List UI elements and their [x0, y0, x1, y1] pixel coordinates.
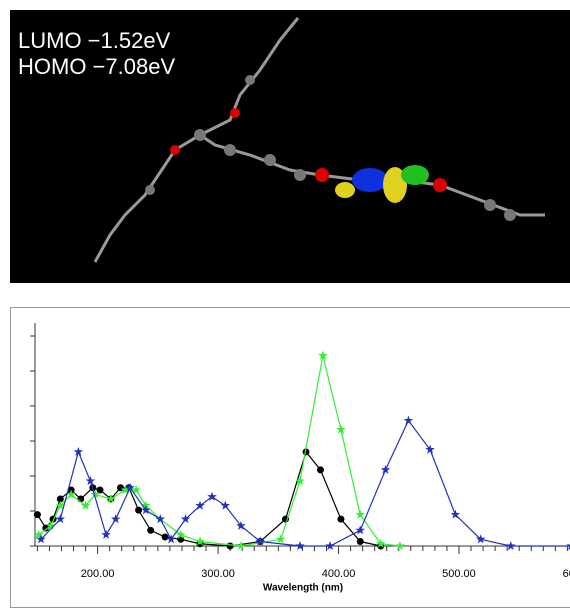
point — [227, 543, 234, 550]
point — [337, 516, 344, 523]
x-tick-label: 600.00 — [563, 568, 570, 580]
chart-frame — [11, 308, 570, 608]
x-tick-label: 200.00 — [81, 568, 115, 580]
homo-label: HOMO −7.08eV — [18, 54, 175, 79]
point — [97, 487, 104, 494]
point — [147, 527, 154, 534]
x-axis-label: Wavelength (nm) — [263, 583, 343, 594]
x-tick-label: 500.00 — [442, 568, 476, 580]
figure: LUMO −1.52eV HOMO −7.08eV Wavelength (nm… — [0, 0, 570, 608]
x-tick-label: 400.00 — [322, 568, 356, 580]
point — [357, 538, 364, 545]
point — [162, 534, 169, 541]
x-tick-label: 300.00 — [201, 568, 235, 580]
page: {"panel": {"labels": ["LUMO \u22121.52eV… — [0, 0, 570, 608]
lumo-label: LUMO −1.52eV — [18, 28, 171, 53]
point — [177, 536, 184, 543]
point — [34, 511, 41, 518]
point — [317, 466, 324, 473]
point — [135, 507, 142, 514]
